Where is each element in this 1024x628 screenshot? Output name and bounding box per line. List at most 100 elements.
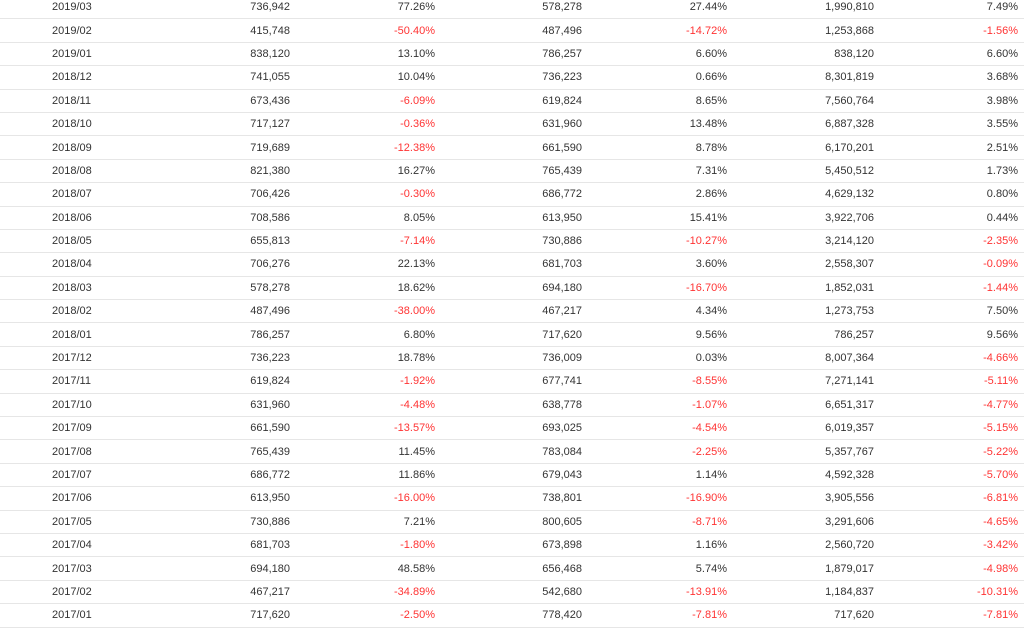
value-cell: 708,586 (170, 206, 292, 230)
value-cell: 694,180 (437, 276, 584, 301)
change-cell: 11.45% (292, 439, 437, 464)
change-cell: 22.13% (292, 252, 437, 277)
cumulative-cell: 3,291,606 (729, 510, 876, 534)
value-cell: 706,276 (170, 252, 292, 277)
change-cell: -16.90% (584, 486, 729, 511)
change-cell: 0.66% (584, 65, 729, 90)
value-cell: 736,223 (170, 346, 292, 371)
value-cell: 631,960 (437, 112, 584, 137)
value-cell: 717,620 (437, 322, 584, 347)
value-cell: 487,496 (437, 18, 584, 43)
cumulative-cell: 1,253,868 (729, 18, 876, 43)
value-cell: 738,801 (437, 486, 584, 511)
month-cell: 2017/03 (0, 556, 170, 581)
change-cell: -4.77% (876, 393, 1024, 418)
month-cell: 2017/04 (0, 533, 170, 558)
change-cell: -13.57% (292, 416, 437, 441)
value-cell: 681,703 (437, 252, 584, 277)
change-cell: 16.27% (292, 159, 437, 184)
table-row: 2018/09 719,689 -12.38% 661,590 8.78% 6,170,2… (0, 135, 1024, 160)
cumulative-cell: 1,184,837 (729, 580, 876, 605)
change-cell: -5.22% (876, 439, 1024, 464)
change-cell: -50.40% (292, 18, 437, 43)
change-cell: 0.44% (876, 206, 1024, 230)
change-cell: -1.56% (876, 18, 1024, 43)
change-cell: -7.81% (584, 603, 729, 628)
table-row: 2017/10 631,960 -4.48% 638,778 -1.07% 6,651,3… (0, 393, 1024, 418)
change-cell: -1.92% (292, 369, 437, 394)
month-cell: 2017/12 (0, 346, 170, 371)
change-cell: -0.36% (292, 112, 437, 137)
change-cell: 2.86% (584, 182, 729, 207)
change-cell: 3.68% (876, 65, 1024, 90)
table-row: 2018/02 487,496 -38.00% 467,217 4.34% 1,273,7… (0, 299, 1024, 324)
change-cell: -1.07% (584, 393, 729, 418)
cumulative-cell: 786,257 (729, 322, 876, 347)
change-cell: -0.09% (876, 252, 1024, 277)
change-cell: -4.54% (584, 416, 729, 441)
change-cell: -38.00% (292, 299, 437, 324)
change-cell: -7.14% (292, 229, 437, 254)
value-cell: 686,772 (437, 182, 584, 207)
table-row: 2018/06 708,586 8.05% 613,950 15.41% 3,922,70… (0, 206, 1024, 230)
cumulative-cell: 8,301,819 (729, 65, 876, 90)
month-cell: 2018/10 (0, 112, 170, 137)
table-row: 2018/10 717,127 -0.36% 631,960 13.48% 6,887,3… (0, 112, 1024, 137)
change-cell: -2.35% (876, 229, 1024, 254)
change-cell: 6.80% (292, 322, 437, 347)
month-cell: 2018/08 (0, 159, 170, 184)
month-cell: 2018/09 (0, 135, 170, 160)
change-cell: 13.48% (584, 112, 729, 137)
table-row: 2017/12 736,223 18.78% 736,009 0.03% 8,007,36… (0, 346, 1024, 371)
cumulative-cell: 6,019,357 (729, 416, 876, 441)
month-cell: 2018/02 (0, 299, 170, 324)
change-cell: -8.71% (584, 510, 729, 534)
change-cell: -8.55% (584, 369, 729, 394)
value-cell: 681,703 (170, 533, 292, 558)
value-cell: 578,278 (170, 276, 292, 301)
value-cell: 736,942 (170, 0, 292, 20)
cumulative-cell: 6,170,201 (729, 135, 876, 160)
value-cell: 661,590 (170, 416, 292, 441)
month-cell: 2019/01 (0, 42, 170, 67)
table-row: 2018/05 655,813 -7.14% 730,886 -10.27% 3,214,… (0, 229, 1024, 254)
value-cell: 619,824 (170, 369, 292, 394)
change-cell: -5.70% (876, 463, 1024, 488)
value-cell: 613,950 (437, 206, 584, 230)
change-cell: -6.09% (292, 89, 437, 113)
value-cell: 467,217 (437, 299, 584, 324)
value-cell: 736,009 (437, 346, 584, 371)
cumulative-cell: 2,560,720 (729, 533, 876, 558)
cumulative-cell: 7,560,764 (729, 89, 876, 113)
table-row: 2017/08 765,439 11.45% 783,084 -2.25% 5,357,7… (0, 439, 1024, 464)
month-cell: 2017/06 (0, 486, 170, 511)
cumulative-cell: 7,271,141 (729, 369, 876, 394)
change-cell: -7.81% (876, 603, 1024, 628)
value-cell: 415,748 (170, 18, 292, 43)
value-cell: 679,043 (437, 463, 584, 488)
change-cell: 7.21% (292, 510, 437, 534)
change-cell: -6.81% (876, 486, 1024, 511)
table-row: 2018/04 706,276 22.13% 681,703 3.60% 2,558,30… (0, 252, 1024, 277)
change-cell: 13.10% (292, 42, 437, 67)
change-cell: -16.00% (292, 486, 437, 511)
month-cell: 2018/03 (0, 276, 170, 301)
table-row: 2019/01 838,120 13.10% 786,257 6.60% 838,120 6… (0, 42, 1024, 67)
value-cell: 730,886 (170, 510, 292, 534)
month-cell: 2017/01 (0, 603, 170, 628)
change-cell: -4.66% (876, 346, 1024, 371)
change-cell: -10.27% (584, 229, 729, 254)
cumulative-cell: 1,273,753 (729, 299, 876, 324)
change-cell: 27.44% (584, 0, 729, 20)
month-cell: 2018/11 (0, 89, 170, 113)
cumulative-cell: 717,620 (729, 603, 876, 628)
value-cell: 800,605 (437, 510, 584, 534)
value-cell: 736,223 (437, 65, 584, 90)
value-cell: 661,590 (437, 135, 584, 160)
month-cell: 2018/04 (0, 252, 170, 277)
change-cell: 9.56% (584, 322, 729, 347)
table-row: 2017/05 730,886 7.21% 800,605 -8.71% 3,291,60… (0, 510, 1024, 534)
table-row: 2017/03 694,180 48.58% 656,468 5.74% 1,879,01… (0, 556, 1024, 581)
